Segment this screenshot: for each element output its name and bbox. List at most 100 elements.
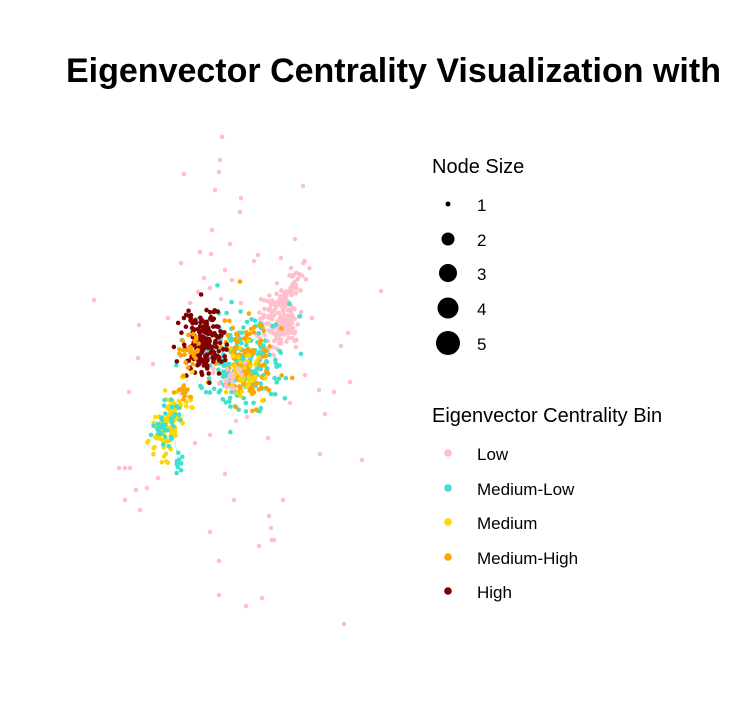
node-medium — [223, 390, 229, 395]
node-medium-low — [203, 389, 209, 395]
node-high — [203, 353, 208, 359]
node-medium — [253, 374, 258, 380]
node-low — [144, 485, 150, 491]
node-high — [218, 329, 223, 334]
node-medium-low — [156, 431, 161, 437]
node-low — [228, 371, 233, 377]
node-medium-low — [239, 340, 244, 346]
bin-key-medium-high — [444, 553, 452, 561]
node-low — [272, 338, 277, 344]
node-medium-high — [246, 311, 252, 316]
node-low — [262, 306, 267, 312]
node-low — [293, 291, 299, 296]
node-medium-high — [247, 331, 253, 337]
node-low — [91, 297, 97, 303]
node-low — [275, 332, 281, 337]
node-medium — [240, 377, 246, 382]
chart-title: Eigenvector Centrality Visualization wit… — [66, 52, 721, 90]
node-low — [122, 497, 128, 503]
node-low — [150, 361, 156, 367]
node-medium-high — [176, 387, 182, 393]
bin-label-high: High — [477, 583, 512, 602]
node-low — [267, 313, 272, 319]
node-medium-low — [262, 338, 268, 343]
node-medium-low — [249, 317, 254, 322]
node-low — [207, 432, 213, 438]
node-medium-low — [227, 399, 232, 404]
size-label-4: 4 — [477, 300, 487, 319]
node-low — [288, 309, 294, 315]
node-high — [211, 309, 217, 315]
node-low — [122, 465, 128, 471]
node-high — [222, 330, 227, 335]
node-low — [187, 300, 193, 306]
node-medium-high — [190, 349, 196, 355]
node-low — [297, 272, 303, 277]
node-low — [322, 411, 328, 417]
node-medium — [230, 353, 235, 358]
node-medium-high — [262, 362, 267, 368]
node-medium — [153, 434, 158, 440]
node-medium-low — [283, 375, 289, 381]
node-low — [281, 315, 287, 320]
node-medium — [254, 359, 259, 364]
node-medium-high — [184, 347, 189, 353]
node-medium-low — [276, 376, 282, 382]
node-medium — [144, 440, 150, 445]
node-high — [209, 344, 215, 350]
size-label-3: 3 — [477, 265, 487, 284]
node-high — [219, 359, 224, 365]
node-low — [126, 389, 132, 395]
node-low — [262, 298, 267, 303]
node-high — [213, 338, 218, 344]
node-low — [292, 236, 298, 242]
node-low — [278, 302, 284, 307]
node-medium-low — [282, 396, 288, 401]
node-low — [262, 332, 267, 338]
node-low — [243, 603, 249, 609]
node-medium-low — [178, 467, 184, 473]
node-low — [274, 346, 279, 351]
node-medium-high — [253, 407, 259, 413]
node-low — [309, 315, 315, 321]
size-label-1: 1 — [477, 196, 487, 215]
node-low — [230, 379, 235, 384]
node-medium-low — [223, 400, 229, 405]
node-medium-high — [261, 328, 267, 334]
node-low — [266, 307, 271, 313]
node-medium-high — [258, 338, 264, 343]
node-low — [271, 537, 277, 543]
node-medium-high — [251, 390, 257, 395]
node-low — [208, 251, 214, 257]
node-high — [216, 349, 221, 354]
node-low — [244, 414, 250, 420]
node-low — [224, 366, 230, 372]
node-medium-low — [243, 409, 249, 414]
node-medium-low — [228, 338, 234, 343]
node-high — [210, 332, 215, 338]
node-medium-low — [199, 385, 204, 391]
node-low — [276, 341, 282, 346]
node-low — [292, 338, 298, 344]
node-high — [224, 342, 230, 347]
node-medium — [263, 376, 268, 381]
node-medium-high — [245, 368, 251, 374]
node-medium — [236, 354, 241, 360]
node-low — [136, 322, 142, 328]
node-low — [133, 487, 139, 493]
node-medium-low — [159, 415, 164, 421]
node-medium-high — [188, 394, 194, 400]
node-medium-low — [175, 459, 181, 465]
node-low — [238, 300, 244, 306]
node-medium-high — [196, 341, 201, 346]
bin-legend-title: Eigenvector Centrality Bin — [432, 405, 663, 427]
node-medium-low — [216, 390, 222, 395]
node-medium-low — [161, 425, 166, 431]
node-medium-low — [298, 351, 304, 357]
bin-label-medium: Medium — [477, 514, 538, 533]
node-medium — [180, 420, 185, 426]
node-medium-low — [216, 367, 221, 373]
node-medium — [238, 393, 243, 399]
node-high — [204, 307, 209, 313]
node-medium-low — [151, 423, 156, 429]
